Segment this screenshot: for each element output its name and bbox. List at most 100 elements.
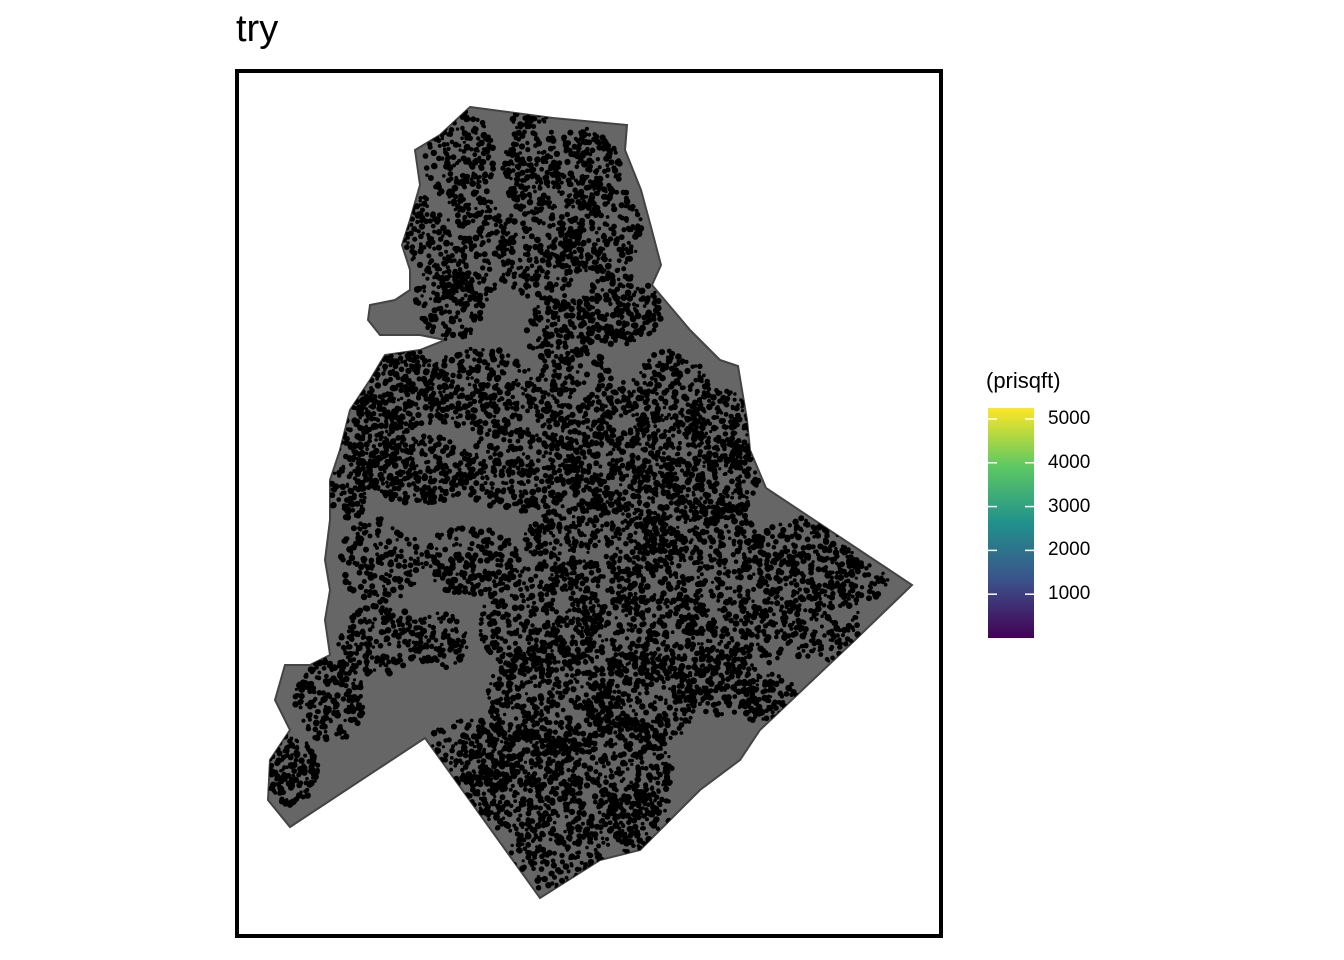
property-point: [625, 199, 630, 204]
property-point: [618, 251, 626, 258]
property-point: [638, 287, 646, 295]
property-point: [497, 451, 504, 458]
property-point: [501, 272, 506, 277]
property-point: [367, 433, 373, 438]
property-point: [444, 421, 448, 425]
property-point: [603, 521, 610, 528]
property-point: [551, 239, 557, 245]
property-point: [455, 212, 461, 219]
property-point: [635, 427, 640, 433]
property-point: [549, 480, 555, 486]
property-point: [631, 469, 637, 475]
property-point: [457, 467, 462, 472]
property-point: [620, 476, 626, 481]
property-point: [466, 132, 472, 137]
property-point: [643, 405, 650, 412]
property-point: [451, 296, 458, 303]
property-point: [470, 218, 476, 224]
property-point: [365, 451, 369, 455]
property-point: [640, 463, 647, 470]
property-point: [544, 153, 551, 160]
property-point: [587, 167, 593, 173]
property-point: [535, 458, 541, 463]
property-point: [415, 395, 422, 401]
property-point: [545, 325, 550, 330]
property-point: [566, 229, 573, 237]
property-point: [532, 116, 538, 122]
property-point: [365, 447, 369, 451]
property-point: [543, 331, 551, 338]
property-point: [489, 144, 496, 151]
property-point: [405, 410, 411, 416]
property-point: [581, 240, 587, 247]
property-point: [524, 468, 529, 473]
property-point: [436, 155, 442, 162]
property-point: [380, 397, 385, 402]
property-point: [571, 354, 575, 359]
property-point: [738, 448, 743, 454]
property-point: [650, 496, 656, 502]
property-point: [564, 198, 569, 204]
property-point: [565, 161, 569, 166]
property-point: [405, 537, 410, 542]
property-point: [690, 364, 695, 369]
property-point: [566, 238, 573, 245]
property-point: [607, 236, 614, 242]
property-point: [652, 298, 657, 303]
property-point: [711, 415, 716, 420]
property-point: [561, 429, 565, 433]
property-point: [625, 256, 631, 262]
property-point: [572, 447, 580, 454]
property-point: [464, 245, 468, 250]
property-point: [481, 348, 485, 352]
property-point: [636, 230, 643, 237]
property-point: [606, 200, 610, 205]
property-point: [636, 456, 641, 461]
property-point: [588, 329, 595, 337]
property-point: [452, 258, 457, 263]
property-point: [586, 467, 591, 473]
property-point: [465, 561, 470, 566]
property-point: [441, 358, 447, 364]
property-point: [519, 132, 526, 139]
property-point: [440, 224, 447, 232]
property-point: [503, 416, 507, 421]
property-point: [383, 545, 389, 550]
property-point: [741, 426, 746, 431]
property-point: [391, 451, 398, 457]
property-point: [650, 411, 654, 415]
property-point: [492, 429, 498, 436]
property-point: [562, 293, 568, 299]
property-point: [514, 501, 520, 507]
property-point: [367, 571, 374, 578]
property-point: [566, 193, 572, 199]
property-point: [612, 469, 617, 473]
property-point: [396, 470, 403, 477]
property-point: [451, 202, 456, 207]
property-point: [447, 439, 453, 445]
property-point: [547, 145, 554, 152]
property-point: [525, 408, 530, 414]
property-point: [733, 431, 738, 435]
property-point: [558, 327, 565, 334]
property-point: [605, 140, 609, 145]
property-point: [595, 269, 600, 274]
property-point: [534, 483, 538, 488]
property-point: [615, 319, 623, 326]
property-point: [572, 505, 578, 512]
property-point: [500, 165, 506, 171]
property-point: [555, 479, 560, 484]
property-point: [430, 479, 436, 485]
property-point: [526, 343, 533, 350]
property-point: [444, 465, 449, 470]
property-point: [556, 496, 563, 503]
property-point: [383, 368, 387, 372]
property-point: [357, 441, 364, 448]
property-point: [443, 413, 450, 419]
property-point: [533, 189, 537, 194]
property-point: [357, 453, 362, 458]
property-point: [554, 171, 561, 178]
property-point: [706, 403, 713, 411]
property-point: [744, 459, 748, 464]
property-point: [438, 480, 442, 484]
